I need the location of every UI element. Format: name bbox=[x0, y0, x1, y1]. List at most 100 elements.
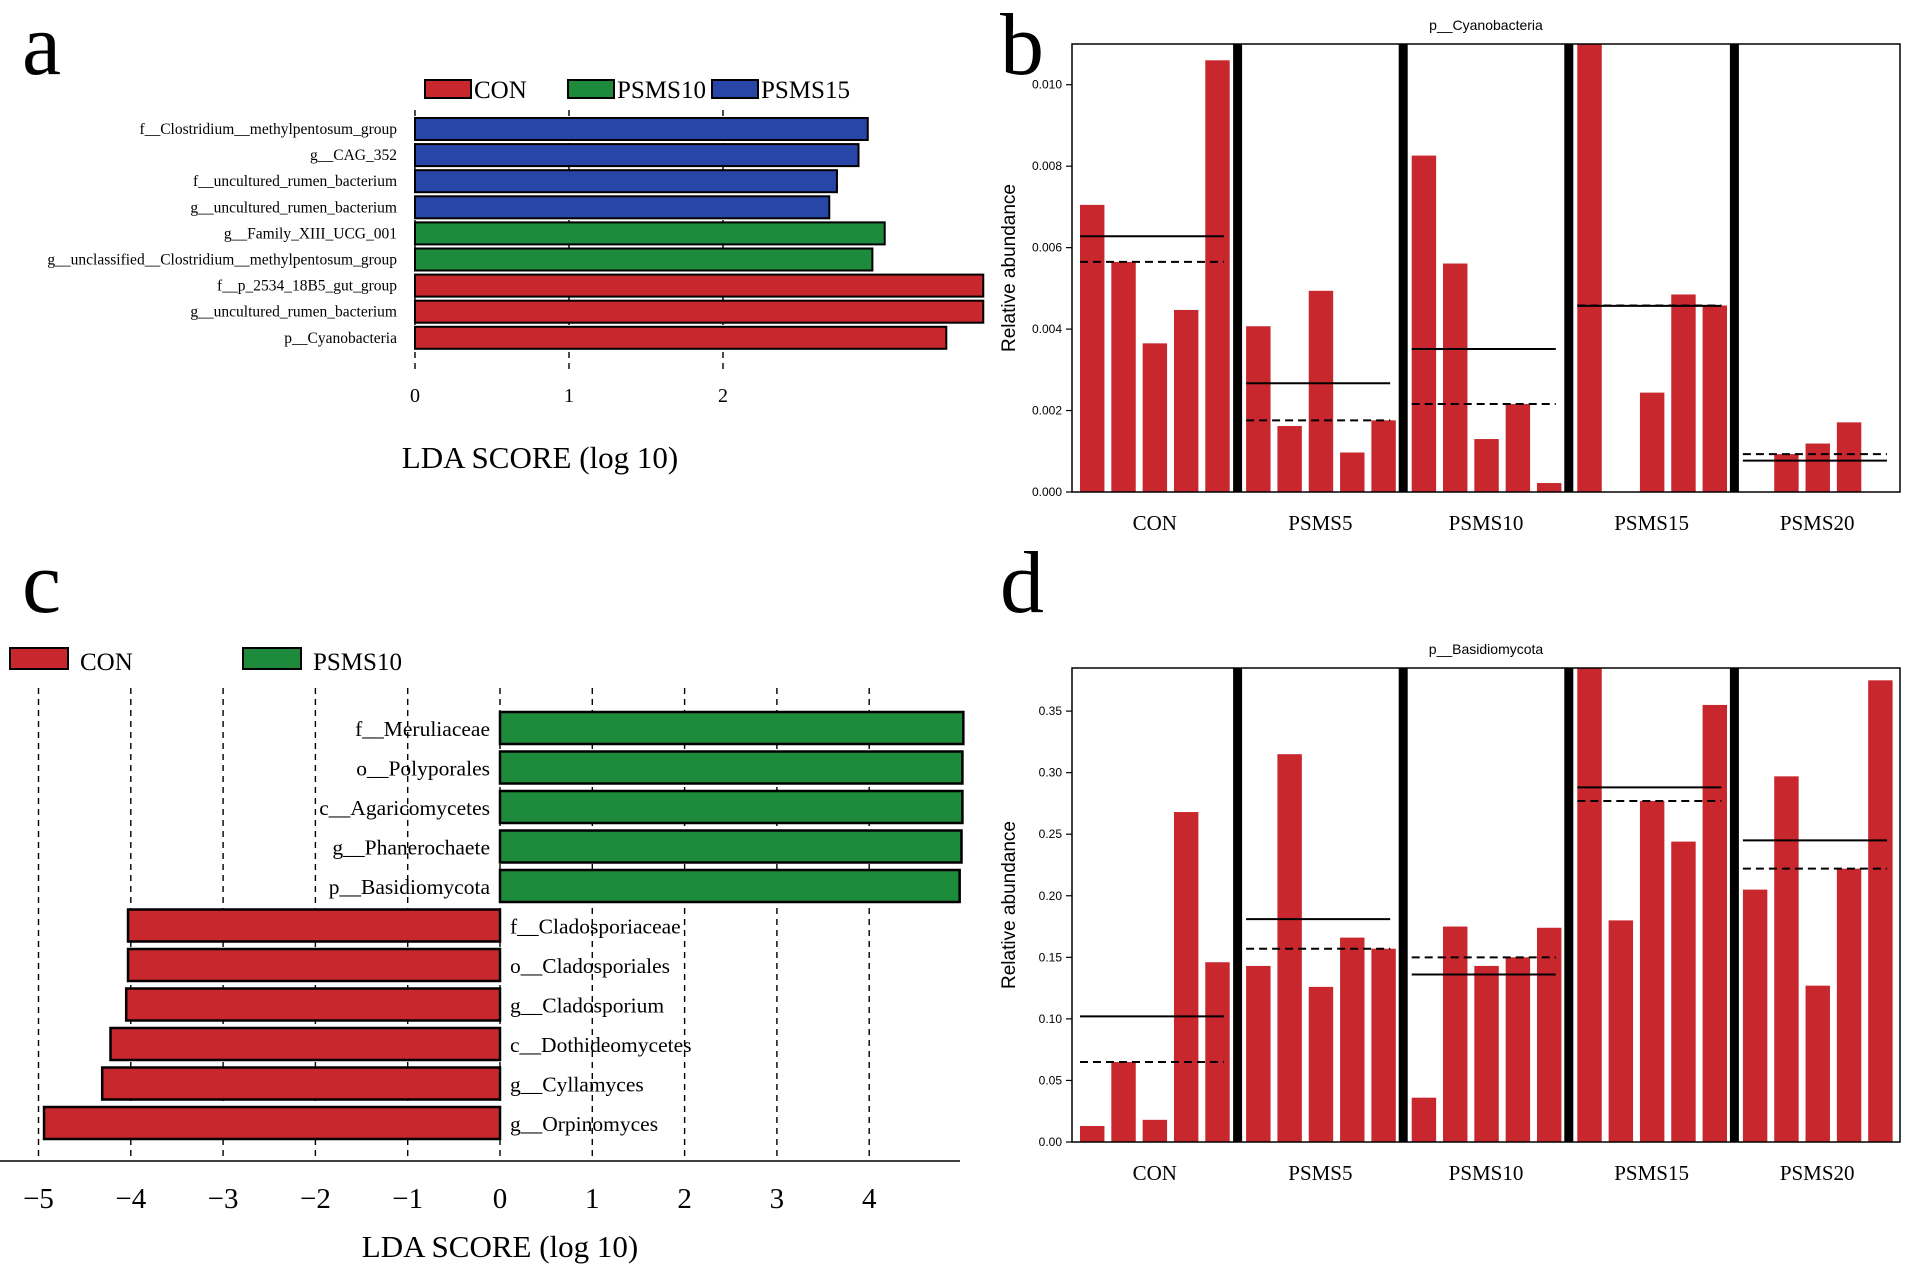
lda-bar bbox=[414, 325, 948, 350]
abundance-bar bbox=[1608, 920, 1634, 1142]
group-label: PSMS10 bbox=[1449, 1161, 1524, 1185]
y-axis-label: Relative abundance bbox=[999, 821, 1020, 989]
x-tick-label: −1 bbox=[392, 1183, 423, 1215]
abundance-bar bbox=[1411, 1097, 1437, 1142]
abundance-bar bbox=[1474, 439, 1499, 492]
group-label: PSMS10 bbox=[1449, 511, 1524, 535]
bar-label: f__uncultured_rumen_bacterium bbox=[193, 173, 397, 190]
legend-swatch-psms10 bbox=[242, 647, 302, 670]
lda-bar bbox=[126, 947, 502, 983]
chart-title: p__Basidiomycota bbox=[1429, 641, 1544, 657]
abundance-bar bbox=[1080, 204, 1105, 492]
abundance-bar bbox=[1411, 155, 1437, 493]
x-tick-label: 2 bbox=[718, 385, 728, 407]
abundance-chart-basidiomycota: p__Basidiomycota Relative abundance 0.00 0.… bbox=[999, 641, 1901, 1185]
abundance-bar bbox=[1474, 965, 1499, 1142]
abundance-bar bbox=[1639, 800, 1665, 1142]
x-tick-label: 1 bbox=[585, 1183, 600, 1215]
legend-label: CON bbox=[80, 649, 133, 676]
bar-label: g__CAG_352 bbox=[310, 147, 397, 164]
x-tick-label: −3 bbox=[208, 1183, 239, 1215]
abundance-bar bbox=[1142, 1119, 1168, 1142]
y-tick-label: 0.00 bbox=[1039, 1135, 1063, 1149]
x-tick-label: −4 bbox=[115, 1183, 146, 1215]
abundance-bar bbox=[1536, 927, 1562, 1142]
abundance-bar bbox=[1308, 986, 1334, 1142]
bar-label: g__uncultured_rumen_bacterium bbox=[190, 304, 397, 321]
abundance-bar bbox=[1111, 261, 1136, 492]
abundance-bar bbox=[1805, 985, 1830, 1142]
abundance-bar bbox=[1246, 326, 1271, 492]
bar-label: g__Phanerochaete bbox=[332, 836, 490, 860]
abundance-bar bbox=[1868, 680, 1893, 1142]
lda-bar bbox=[414, 273, 985, 298]
y-tick-label: 0.006 bbox=[1032, 241, 1062, 255]
bar-label: p__Cyanobacteria bbox=[284, 330, 397, 347]
x-tick-label: 0 bbox=[410, 385, 420, 407]
abundance-bar bbox=[1142, 343, 1168, 492]
abundance-chart-cyanobacteria: p__Cyanobacteria Relative abundance 0.000 0… bbox=[999, 17, 1901, 535]
bar-label: f__p_2534_18B5_gut_group bbox=[217, 278, 397, 295]
bar-label: o__Cladosporiales bbox=[510, 954, 670, 978]
panel-letter-d: d bbox=[1000, 535, 1044, 632]
abundance-bar bbox=[1246, 965, 1271, 1142]
group-separator bbox=[1564, 44, 1574, 492]
bar-label: p__Basidiomycota bbox=[329, 875, 491, 899]
lda-bar bbox=[414, 299, 985, 324]
plot-frame bbox=[1071, 43, 1901, 493]
y-tick-label: 0.15 bbox=[1039, 950, 1063, 964]
group-separator bbox=[1564, 668, 1574, 1142]
panel-letter-a: a bbox=[22, 0, 61, 94]
lda-bar bbox=[414, 143, 860, 168]
y-tick-label: 0.20 bbox=[1039, 889, 1063, 903]
lda-bar bbox=[414, 169, 838, 194]
lda-bar bbox=[498, 868, 961, 904]
y-tick-label: 0.25 bbox=[1039, 827, 1063, 841]
abundance-bar bbox=[1702, 305, 1728, 492]
x-tick-label: 1 bbox=[564, 385, 574, 407]
abundance-bar bbox=[1805, 443, 1830, 492]
group-separator bbox=[1233, 44, 1243, 492]
bar-label: g__Family_XIII_UCG_001 bbox=[224, 225, 397, 242]
bar-label: f__Clostridium__methylpentosum_group bbox=[140, 121, 398, 138]
abundance-bar bbox=[1371, 948, 1396, 1142]
lda-chart-bacteria: 0 1 2 LDA SCORE (log 10) CON PSMS10 PSMS15 f__C… bbox=[47, 77, 985, 475]
abundance-bar bbox=[1505, 404, 1531, 492]
lda-bar bbox=[414, 247, 874, 272]
lda-bar bbox=[126, 908, 502, 943]
abundance-bar bbox=[1340, 937, 1365, 1142]
legend-label: PSMS10 bbox=[617, 77, 706, 104]
bar-label: o__Polyporales bbox=[356, 757, 490, 781]
y-axis-label: Relative abundance bbox=[999, 184, 1020, 352]
abundance-bar bbox=[1505, 957, 1531, 1142]
abundance-bar bbox=[1111, 1061, 1136, 1142]
x-tick-label: 4 bbox=[862, 1183, 877, 1215]
bar-label: g__Orpinomyces bbox=[510, 1112, 658, 1136]
abundance-bar bbox=[1836, 422, 1862, 492]
bar-label: g__Cyllamyces bbox=[510, 1073, 644, 1097]
y-tick-label: 0.008 bbox=[1032, 159, 1062, 173]
abundance-bar bbox=[1836, 868, 1862, 1142]
lda-bar bbox=[414, 195, 831, 220]
y-tick-label: 0.002 bbox=[1032, 404, 1062, 418]
y-tick-label: 0.05 bbox=[1039, 1073, 1063, 1087]
y-tick-label: 0.30 bbox=[1039, 766, 1063, 780]
abundance-bar bbox=[1577, 44, 1602, 492]
legend-label: CON bbox=[474, 77, 527, 104]
bar-label: f__Cladosporiaceae bbox=[510, 915, 681, 939]
legend-label: PSMS15 bbox=[761, 77, 850, 104]
abundance-bar bbox=[1371, 420, 1396, 492]
bar-label: c__Dothideomycetes bbox=[510, 1033, 692, 1057]
abundance-bar bbox=[1742, 889, 1768, 1142]
x-axis-label: LDA SCORE (log 10) bbox=[402, 440, 678, 475]
lda-bar bbox=[498, 710, 965, 746]
abundance-bar bbox=[1205, 60, 1230, 493]
x-tick-label: 2 bbox=[677, 1183, 692, 1215]
y-tick-label: 0.004 bbox=[1032, 322, 1062, 336]
group-separator bbox=[1729, 668, 1739, 1142]
legend-swatch-psms15 bbox=[711, 79, 759, 99]
panel-letter-b: b bbox=[1000, 0, 1044, 94]
abundance-bar bbox=[1671, 294, 1696, 492]
x-axis-label: LDA SCORE (log 10) bbox=[362, 1229, 638, 1264]
y-tick-label: 0.35 bbox=[1039, 704, 1063, 718]
